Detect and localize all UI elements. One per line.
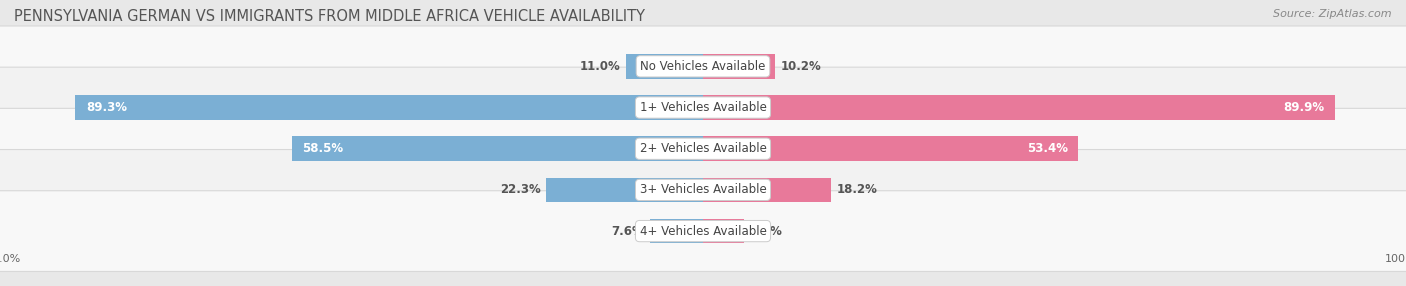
- Text: 1+ Vehicles Available: 1+ Vehicles Available: [640, 101, 766, 114]
- Bar: [76, 95, 703, 120]
- Text: 58.5%: 58.5%: [302, 142, 343, 155]
- Text: 22.3%: 22.3%: [501, 183, 540, 196]
- Text: 18.2%: 18.2%: [837, 183, 877, 196]
- Text: No Vehicles Available: No Vehicles Available: [640, 60, 766, 73]
- Bar: [650, 219, 703, 243]
- Text: 53.4%: 53.4%: [1026, 142, 1069, 155]
- Text: 89.9%: 89.9%: [1284, 101, 1324, 114]
- Text: 10.2%: 10.2%: [780, 60, 821, 73]
- Bar: [546, 178, 703, 202]
- Bar: [292, 136, 703, 161]
- Text: 3+ Vehicles Available: 3+ Vehicles Available: [640, 183, 766, 196]
- Text: 89.3%: 89.3%: [86, 101, 127, 114]
- FancyBboxPatch shape: [0, 26, 1406, 107]
- Bar: [703, 178, 831, 202]
- Bar: [626, 54, 703, 79]
- Text: 2+ Vehicles Available: 2+ Vehicles Available: [640, 142, 766, 155]
- FancyBboxPatch shape: [0, 67, 1406, 148]
- Bar: [703, 54, 775, 79]
- Text: 4+ Vehicles Available: 4+ Vehicles Available: [640, 225, 766, 238]
- Text: 7.6%: 7.6%: [612, 225, 644, 238]
- FancyBboxPatch shape: [0, 191, 1406, 271]
- Text: Source: ZipAtlas.com: Source: ZipAtlas.com: [1274, 9, 1392, 19]
- FancyBboxPatch shape: [0, 108, 1406, 189]
- Text: PENNSYLVANIA GERMAN VS IMMIGRANTS FROM MIDDLE AFRICA VEHICLE AVAILABILITY: PENNSYLVANIA GERMAN VS IMMIGRANTS FROM M…: [14, 9, 645, 23]
- FancyBboxPatch shape: [0, 150, 1406, 230]
- Text: 11.0%: 11.0%: [579, 60, 620, 73]
- Bar: [703, 219, 744, 243]
- Bar: [703, 136, 1078, 161]
- Text: 5.8%: 5.8%: [749, 225, 782, 238]
- Bar: [703, 95, 1336, 120]
